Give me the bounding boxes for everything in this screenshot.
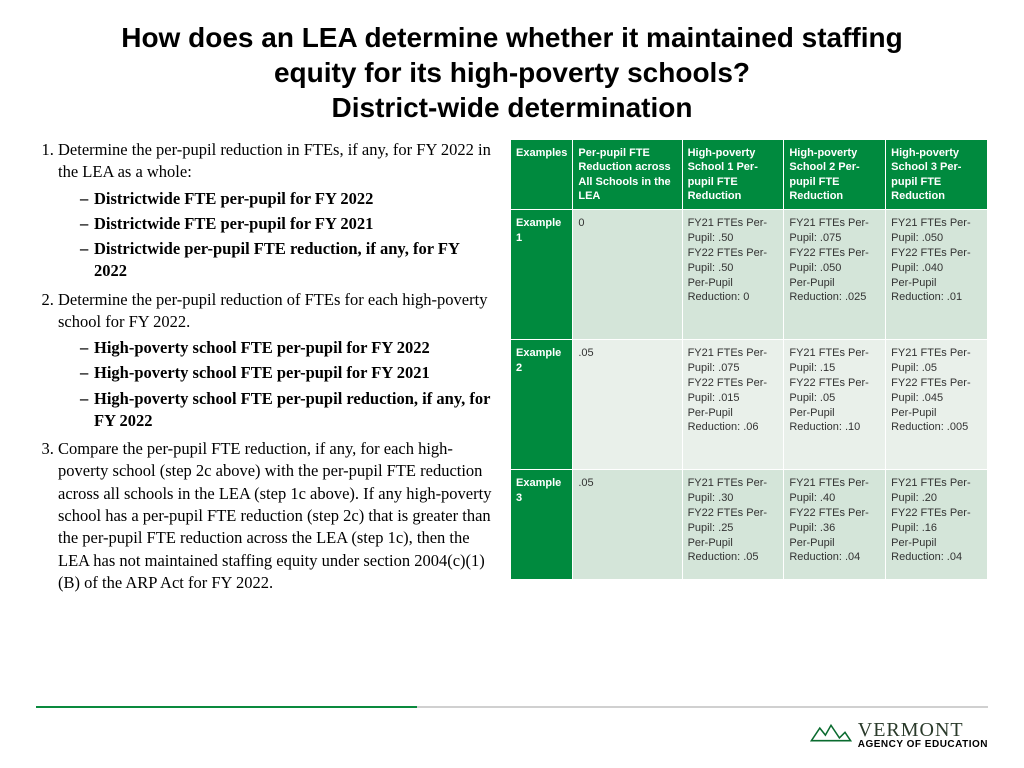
title-line-2: equity for its high-poverty schools? bbox=[274, 57, 750, 88]
slide-title: How does an LEA determine whether it mai… bbox=[36, 20, 988, 125]
steps-column: Determine the per-pupil reduction in FTE… bbox=[36, 139, 496, 600]
table-row: Example 3 .05 FY21 FTEs Per-Pupil: .30FY… bbox=[511, 470, 988, 580]
logo-sub-text: AGENCY OF EDUCATION bbox=[858, 740, 988, 750]
table-row: Example 1 0 FY21 FTEs Per-Pupil: .50FY22… bbox=[511, 210, 988, 340]
cell-lea: .05 bbox=[573, 340, 682, 470]
cell-school-2: FY21 FTEs Per-Pupil: .15FY22 FTEs Per-Pu… bbox=[784, 340, 886, 470]
step-1a: Districtwide FTE per-pupil for FY 2022 bbox=[80, 188, 496, 210]
step-1c: Districtwide per-pupil FTE reduction, if… bbox=[80, 238, 496, 283]
title-line-3: District-wide determination bbox=[332, 92, 693, 123]
row-label: Example 2 bbox=[511, 340, 573, 470]
table-row: Example 2 .05 FY21 FTEs Per-Pupil: .075F… bbox=[511, 340, 988, 470]
cell-school-3: FY21 FTEs Per-Pupil: .05FY22 FTEs Per-Pu… bbox=[886, 340, 988, 470]
examples-table-container: Examples Per-pupil FTE Reduction across … bbox=[510, 139, 988, 600]
footer-logo: VERMONT AGENCY OF EDUCATION bbox=[810, 720, 988, 750]
row-label: Example 1 bbox=[511, 210, 573, 340]
cell-school-1: FY21 FTEs Per-Pupil: .50FY22 FTEs Per-Pu… bbox=[682, 210, 784, 340]
cell-lea: 0 bbox=[573, 210, 682, 340]
cell-school-1: FY21 FTEs Per-Pupil: .30FY22 FTEs Per-Pu… bbox=[682, 470, 784, 580]
row-label: Example 3 bbox=[511, 470, 573, 580]
cell-school-3: FY21 FTEs Per-Pupil: .050FY22 FTEs Per-P… bbox=[886, 210, 988, 340]
cell-school-1: FY21 FTEs Per-Pupil: .075FY22 FTEs Per-P… bbox=[682, 340, 784, 470]
th-school-3: High-poverty School 3 Per-pupil FTE Redu… bbox=[886, 140, 988, 210]
cell-school-2: FY21 FTEs Per-Pupil: .075FY22 FTEs Per-P… bbox=[784, 210, 886, 340]
step-2: Determine the per-pupil reduction of FTE… bbox=[58, 289, 496, 433]
footer-divider bbox=[36, 706, 988, 708]
table-header-row: Examples Per-pupil FTE Reduction across … bbox=[511, 140, 988, 210]
logo-main-text: VERMONT bbox=[858, 720, 988, 740]
cell-school-2: FY21 FTEs Per-Pupil: .40FY22 FTEs Per-Pu… bbox=[784, 470, 886, 580]
vermont-mountain-icon bbox=[810, 722, 852, 749]
step-2a: High-poverty school FTE per-pupil for FY… bbox=[80, 337, 496, 359]
step-3: Compare the per-pupil FTE reduction, if … bbox=[58, 438, 496, 594]
step-2b: High-poverty school FTE per-pupil for FY… bbox=[80, 362, 496, 384]
cell-lea: .05 bbox=[573, 470, 682, 580]
step-2-text: Determine the per-pupil reduction of FTE… bbox=[58, 290, 487, 331]
th-lea: Per-pupil FTE Reduction across All Schoo… bbox=[573, 140, 682, 210]
th-examples: Examples bbox=[511, 140, 573, 210]
title-line-1: How does an LEA determine whether it mai… bbox=[121, 22, 903, 53]
step-1-text: Determine the per-pupil reduction in FTE… bbox=[58, 140, 491, 181]
cell-school-3: FY21 FTEs Per-Pupil: .20FY22 FTEs Per-Pu… bbox=[886, 470, 988, 580]
step-1: Determine the per-pupil reduction in FTE… bbox=[58, 139, 496, 283]
th-school-1: High-poverty School 1 Per-pupil FTE Redu… bbox=[682, 140, 784, 210]
step-2c: High-poverty school FTE per-pupil reduct… bbox=[80, 388, 496, 433]
th-school-2: High-poverty School 2 Per-pupil FTE Redu… bbox=[784, 140, 886, 210]
examples-table: Examples Per-pupil FTE Reduction across … bbox=[510, 139, 988, 580]
step-1b: Districtwide FTE per-pupil for FY 2021 bbox=[80, 213, 496, 235]
